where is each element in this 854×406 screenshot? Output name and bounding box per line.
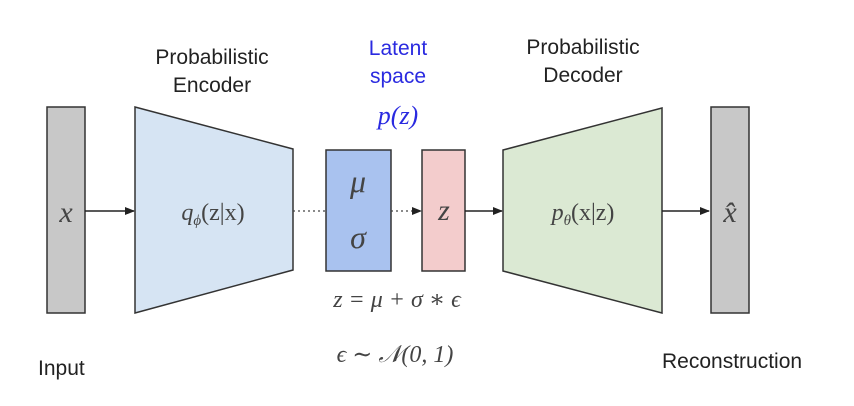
decoder-trapezoid [502,107,663,314]
latent-space-label: Latent space [368,37,428,88]
input-symbol: x [58,196,73,229]
encoder-trapezoid [134,106,294,314]
decoder-label: Probabilistic Decoder [526,36,640,87]
input-box [46,106,86,314]
z-symbol: z [437,194,450,227]
noise-equation: ϵ ∼ 𝒩(0, 1) [337,342,454,368]
sigma-symbol: σ [350,219,367,255]
output-symbol: x̂ [722,196,737,229]
output-box [710,106,750,314]
input-label: Input [38,357,85,380]
reparam-equation: z = μ + σ ∗ ϵ [332,287,462,313]
latent-distribution: p(z) [376,101,418,130]
decoder-function: pθ(x|z) [550,200,615,229]
encoder-function: qϕ(z|x) [181,200,244,229]
mu-symbol: μ [349,163,366,199]
z-box [421,149,466,272]
mu-sigma-box [325,149,392,272]
reconstruction-label: Reconstruction [662,350,803,373]
encoder-label: Probabilistic Encoder [155,46,269,97]
